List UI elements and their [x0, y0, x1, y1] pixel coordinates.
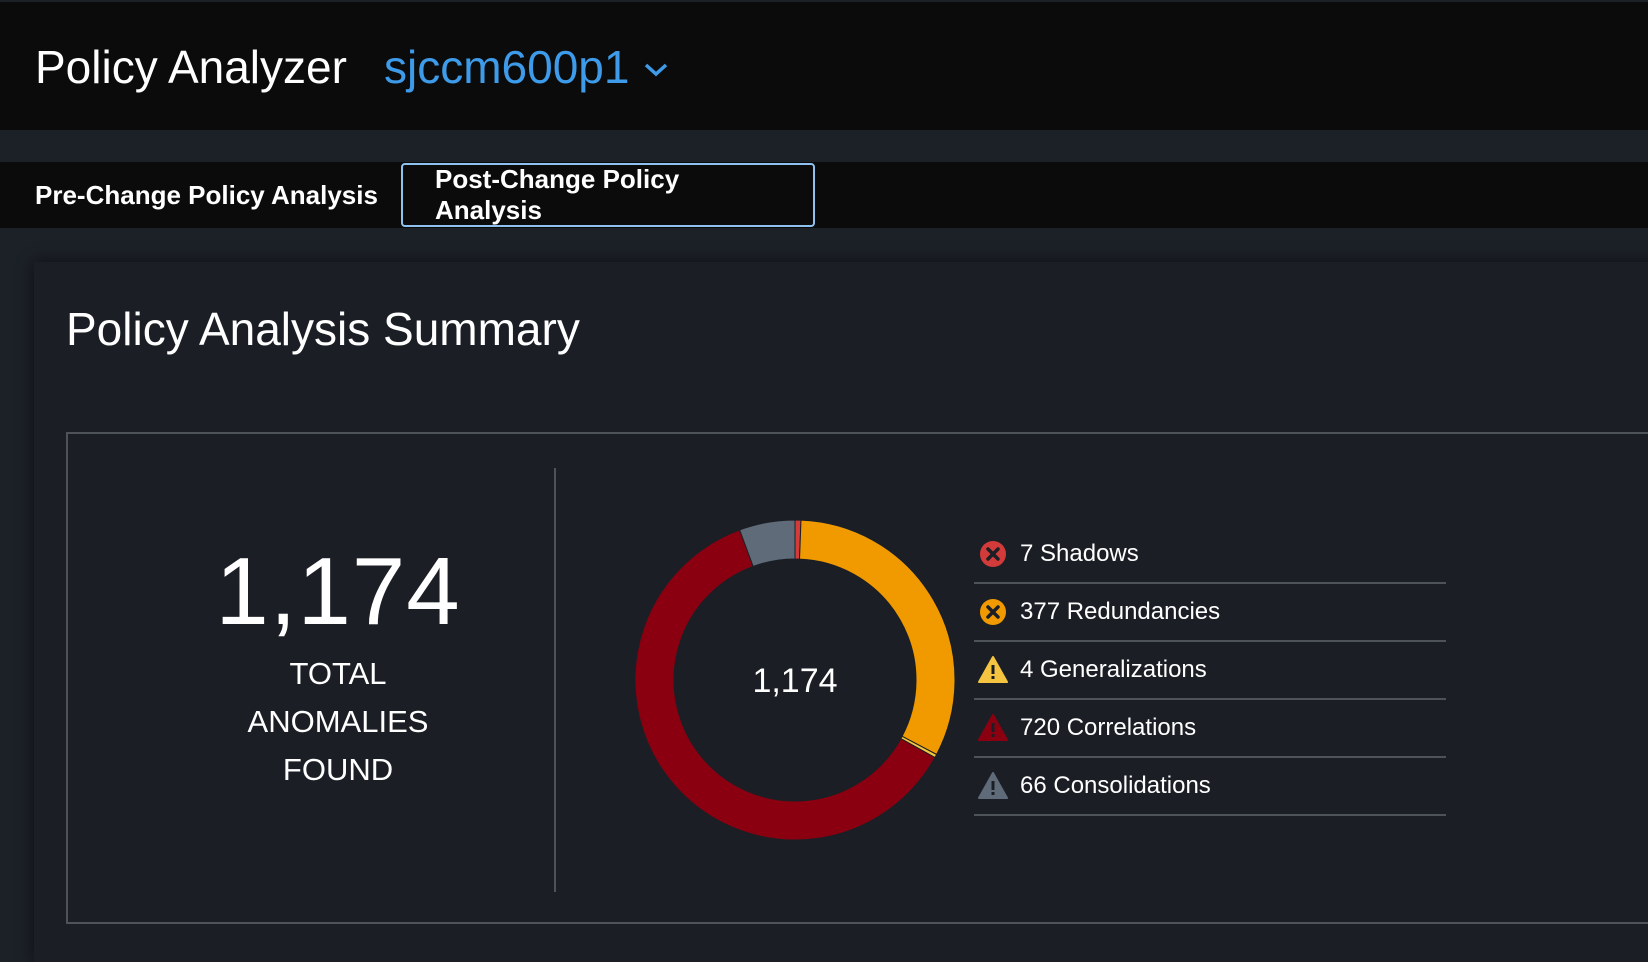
- tab-pre-change[interactable]: Pre-Change Policy Analysis: [35, 179, 378, 210]
- warning-triangle-icon: [978, 714, 1008, 741]
- donut-segment-redundancies[interactable]: [799, 519, 956, 756]
- legend-label: 377 Redundancies: [1020, 598, 1221, 625]
- summary-card: Policy Analysis Summary 1,174 TOTAL ANOM…: [34, 262, 1648, 962]
- donut-segment-consolidations[interactable]: [739, 519, 796, 568]
- app-header: Policy Analyzer sjccm600p1: [0, 0, 1648, 130]
- device-name: sjccm600p1: [384, 41, 630, 93]
- anomaly-legend: 7 Shadows 377 Redundancies 4 Generalizatio…: [974, 526, 1446, 816]
- legend-item-generalizations[interactable]: 4 Generalizations: [974, 642, 1446, 700]
- anomaly-donut-chart: 1,174: [634, 519, 956, 841]
- total-label-2: ANOMALIES: [247, 704, 429, 739]
- legend-item-redundancies[interactable]: 377 Redundancies: [974, 584, 1446, 642]
- warning-triangle-icon: [978, 656, 1008, 683]
- total-count: 1,174: [215, 538, 461, 645]
- total-anomalies: 1,174 TOTAL ANOMALIES FOUND: [138, 544, 538, 794]
- legend-item-correlations[interactable]: 720 Correlations: [974, 700, 1446, 758]
- legend-label: 7 Shadows: [1020, 540, 1139, 567]
- page-title: Policy Analysis Summary: [66, 303, 580, 355]
- summary-box: 1,174 TOTAL ANOMALIES FOUND 1,174 7 Shad…: [66, 432, 1648, 924]
- legend-label: 66 Consolidations: [1020, 772, 1211, 799]
- tab-bar: Pre-Change Policy Analysis Post-Change P…: [0, 162, 1648, 228]
- divider: [554, 468, 556, 892]
- total-label-3: FOUND: [282, 752, 394, 787]
- error-circle-icon: [980, 599, 1006, 625]
- total-label-1: TOTAL: [289, 656, 387, 691]
- legend-label: 720 Correlations: [1020, 714, 1197, 741]
- legend-item-shadows[interactable]: 7 Shadows: [974, 526, 1446, 584]
- device-selector[interactable]: sjccm600p1: [384, 40, 669, 94]
- legend-label: 4 Generalizations: [1020, 656, 1207, 683]
- tab-post-change[interactable]: Post-Change Policy Analysis: [401, 163, 815, 227]
- warning-triangle-icon: [978, 772, 1008, 799]
- app-title: Policy Analyzer: [35, 41, 347, 93]
- donut-segment-correlations[interactable]: [634, 529, 936, 841]
- error-circle-icon: [980, 541, 1006, 567]
- chevron-down-icon: [645, 63, 668, 77]
- legend-item-consolidations[interactable]: 66 Consolidations: [974, 758, 1446, 816]
- donut-center-label: 1,174: [752, 662, 837, 700]
